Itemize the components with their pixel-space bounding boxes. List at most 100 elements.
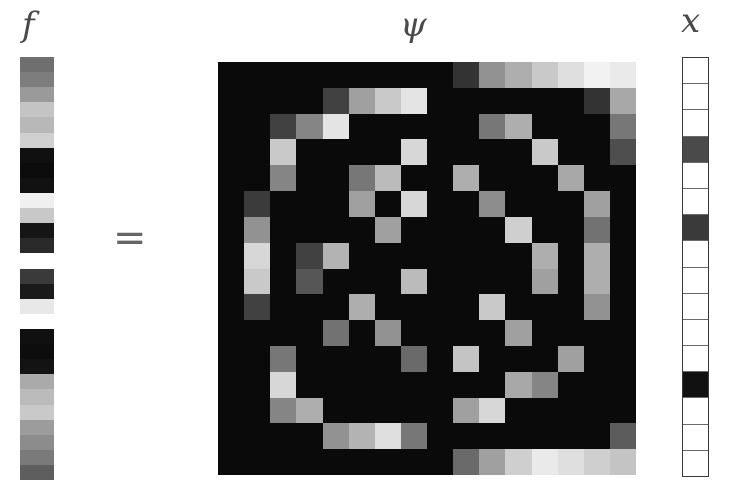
psi-cell [322,397,349,424]
psi-cell [609,62,636,88]
psi-cell [427,87,454,114]
psi-cell [244,449,271,475]
psi-cell [244,87,271,114]
psi-cell [322,345,349,372]
psi-cell [609,216,636,243]
psi-cell [348,216,375,243]
psi-cell [505,397,532,424]
psi-cell [296,165,323,192]
f-label: f [22,5,35,45]
psi-cell [218,449,245,475]
x-vector [682,57,709,477]
psi-cell [583,191,610,217]
psi-cell [348,423,375,450]
psi-cell [557,423,584,450]
psi-cell [427,216,454,243]
psi-cell [609,242,636,269]
psi-cell [583,139,610,166]
psi-cell [505,268,532,295]
psi-cell [453,87,480,114]
psi-cell [505,242,532,269]
f-cell [20,87,54,103]
psi-cell [296,371,323,398]
psi-cell [427,320,454,346]
psi-cell [218,216,245,243]
psi-cell [244,345,271,372]
psi-cell [348,268,375,295]
psi-cell [609,371,636,398]
psi-cell [427,268,454,295]
psi-cell [557,320,584,346]
psi-cell [583,345,610,372]
psi-cell [374,113,401,140]
psi-cell [400,191,427,217]
f-cell [20,359,54,375]
psi-cell [244,62,271,88]
psi-cell [531,371,558,398]
psi-cell [348,139,375,166]
psi-cell [583,371,610,398]
psi-cell [400,216,427,243]
psi-cell [609,397,636,424]
psi-cell [583,62,610,88]
psi-cell [531,294,558,321]
psi-cell [348,397,375,424]
x-cell [683,372,708,399]
psi-cell [400,320,427,346]
psi-cell [400,87,427,114]
psi-cell [557,449,584,475]
f-cell [20,404,54,420]
f-cell [20,344,54,360]
psi-cell [296,423,323,450]
f-vector [20,57,54,481]
psi-cell [479,397,506,424]
psi-cell [218,423,245,450]
psi-cell [557,87,584,114]
psi-cell [374,397,401,424]
psi-cell [244,216,271,243]
psi-cell [479,294,506,321]
psi-cell [427,345,454,372]
psi-cell [218,268,245,295]
psi-cell [348,191,375,217]
psi-cell [531,139,558,166]
x-label: x [681,1,701,41]
psi-cell [270,216,297,243]
psi-cell [505,165,532,192]
psi-cell [505,449,532,475]
f-cell [20,208,54,224]
psi-cell [583,165,610,192]
psi-cell [557,268,584,295]
psi-cell [531,423,558,450]
f-cell [20,223,54,239]
psi-cell [557,216,584,243]
f-cell [20,192,54,209]
psi-cell [270,139,297,166]
psi-cell [218,345,245,372]
psi-cell [427,165,454,192]
f-cell [20,313,54,329]
psi-cell [322,449,349,475]
psi-cell [322,320,349,346]
psi-cell [270,320,297,346]
x-cell [683,346,708,373]
psi-cell [427,449,454,475]
psi-cell [218,87,245,114]
psi-cell [348,62,375,88]
psi-cell [296,242,323,269]
psi-cell [531,113,558,140]
psi-grid [218,62,636,475]
psi-cell [583,268,610,295]
psi-cell [374,320,401,346]
f-cell [20,162,54,178]
psi-cell [531,397,558,424]
x-cell [683,84,708,111]
psi-cell [322,216,349,243]
psi-cell [505,62,532,88]
psi-cell [505,345,532,372]
psi-cell [453,371,480,398]
psi-cell [296,397,323,424]
psi-cell [322,294,349,321]
psi-cell [557,113,584,140]
psi-cell [479,139,506,166]
